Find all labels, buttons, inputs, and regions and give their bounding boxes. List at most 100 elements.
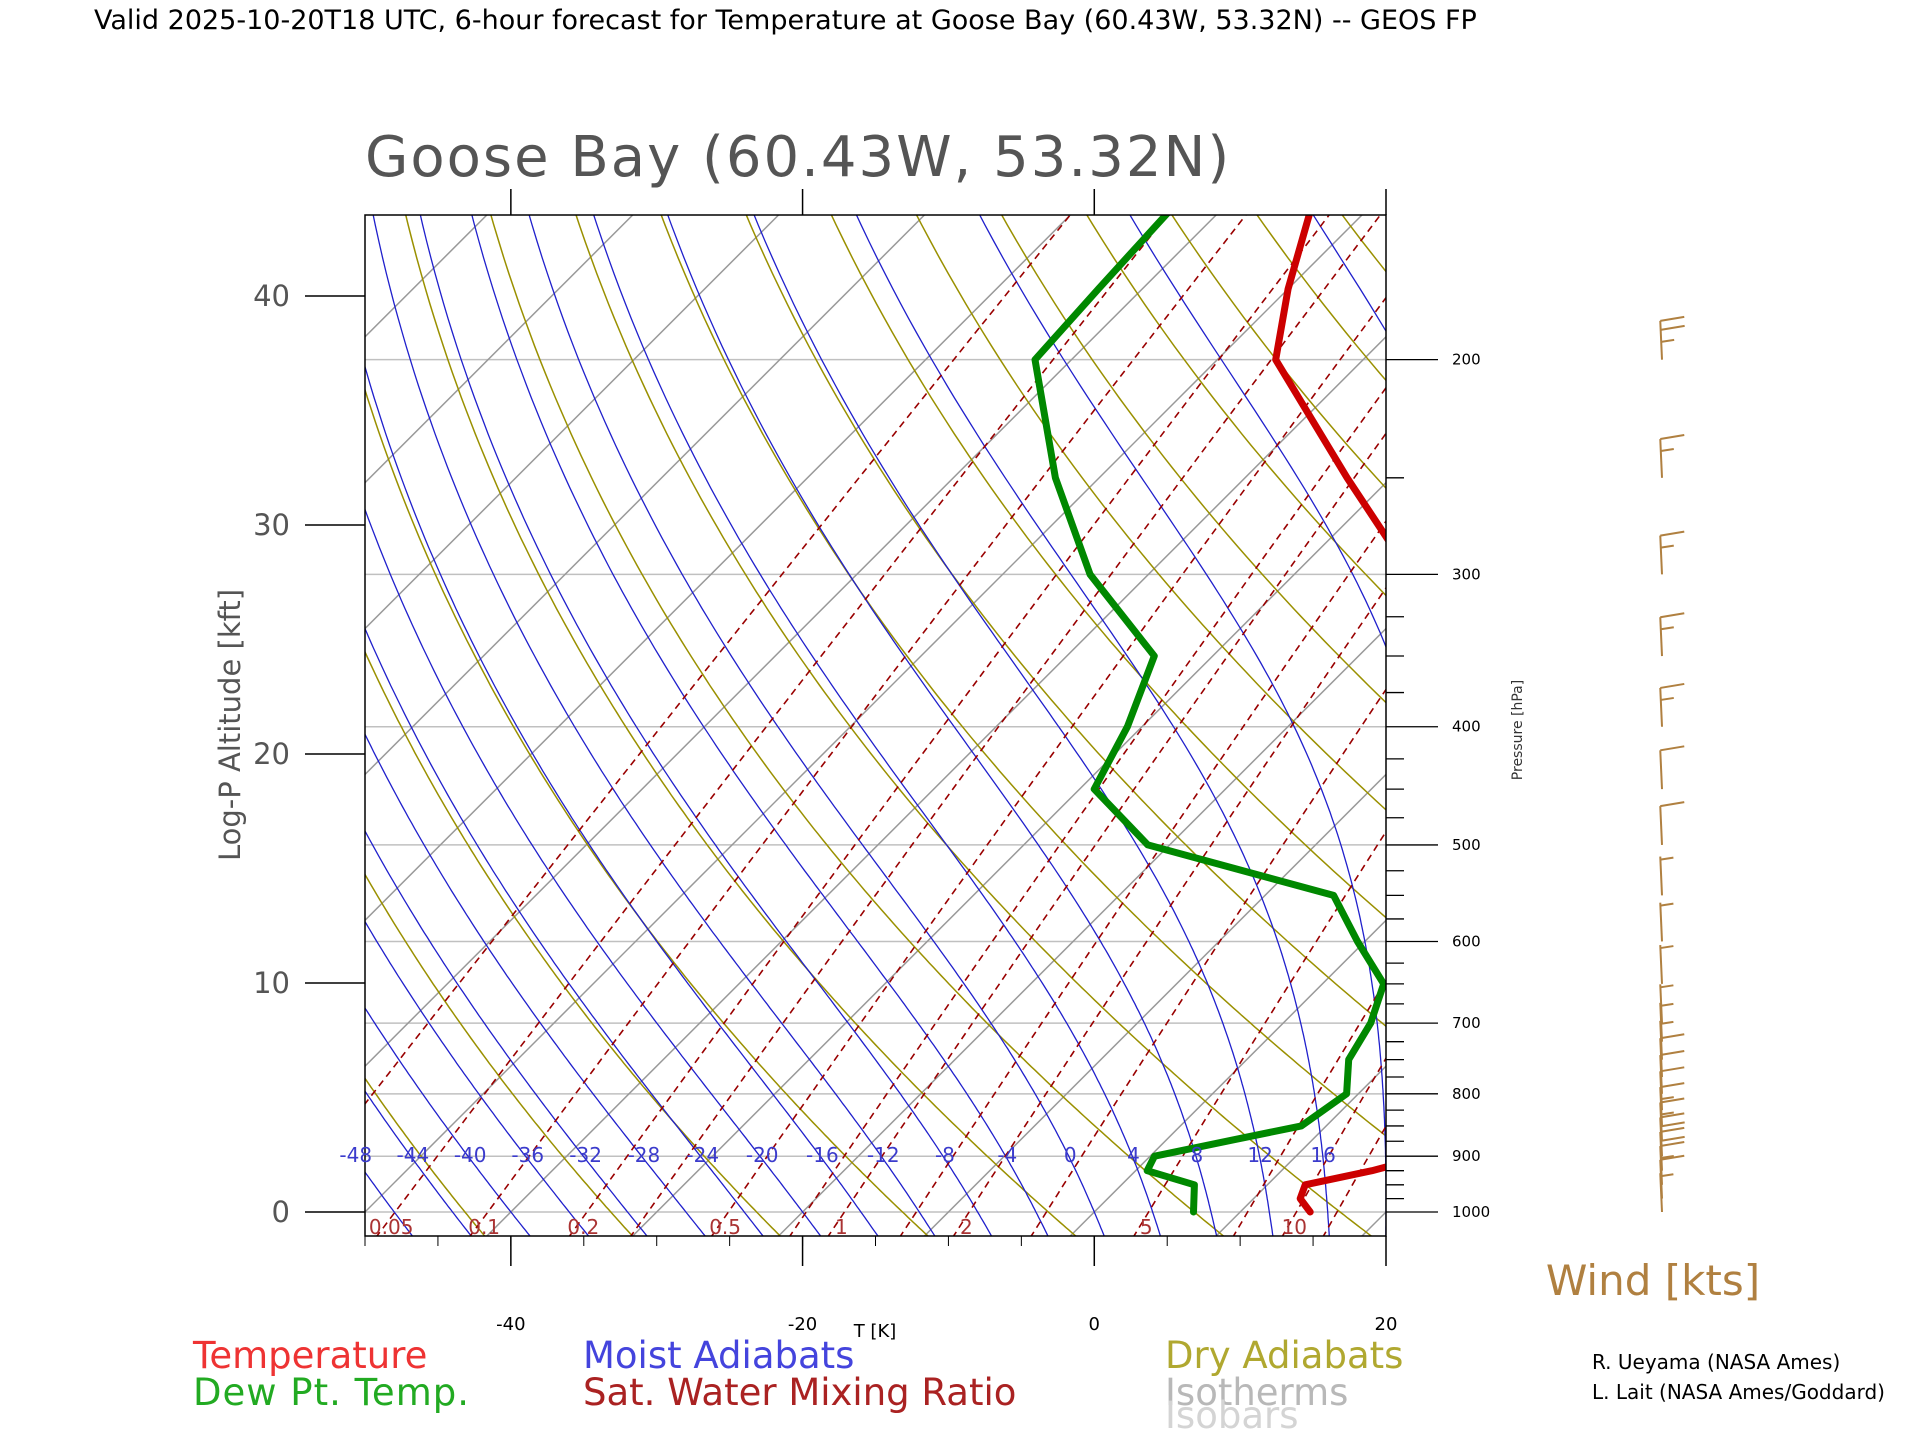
- mixing-ratio-line: [629, 215, 1382, 1236]
- moist-adiabat-line: [1129, 215, 1386, 649]
- x-tick-label: -40: [496, 1314, 525, 1335]
- legend-dry-adiabats: Dry Adiabats: [1165, 1334, 1403, 1377]
- dry-adiabat-line: [365, 650, 782, 1236]
- moist-adiabat-label: 8: [1190, 1143, 1203, 1167]
- mixing-ratio-line: [827, 432, 1386, 1236]
- wind-barbs: [1659, 315, 1685, 1213]
- wind-barb: [1659, 612, 1685, 657]
- dry-adiabat-line: [915, 215, 1386, 811]
- isotherm-line: [365, 215, 1363, 1214]
- moist-adiabat-label: -12: [867, 1143, 900, 1167]
- chart-labels: -40 -20 0 200102030402003004005006007008009…: [253, 279, 1490, 1335]
- dry-adiabat-line: [404, 215, 1077, 1236]
- mixing-ratio-line: [1232, 978, 1386, 1236]
- moist-adiabat-label: -32: [569, 1143, 602, 1167]
- wind-barb: [1659, 1154, 1685, 1199]
- mixing-ratio-line: [788, 386, 1386, 1236]
- wind-barb: [1659, 801, 1685, 845]
- mixing-ratio-line: [1389, 171, 1920, 1238]
- wind-barb: [1659, 1097, 1685, 1142]
- moist-adiabat-line: [365, 364, 879, 1236]
- mixing-ratio-line: [899, 519, 1386, 1236]
- moist-adiabat-line: [365, 507, 822, 1236]
- moist-adiabat-label: -28: [628, 1143, 661, 1167]
- wind-barb: [1659, 1126, 1685, 1171]
- wind-barb: [1659, 745, 1685, 790]
- x-axis-label: T [K]: [853, 1321, 897, 1342]
- mixing-ratio-line: [1030, 688, 1386, 1236]
- y-tick-label: 30: [253, 508, 290, 542]
- header-title: Valid 2025-10-20T18 UTC, 6-hour forecast…: [94, 5, 1477, 36]
- moist-adiabat-label: 16: [1310, 1143, 1335, 1167]
- mixing-ratio-line: [952, 586, 1386, 1236]
- y-tick-label: 20: [253, 737, 290, 771]
- pressure-tick-label: 200: [1452, 351, 1481, 369]
- dry-adiabat-line: [1086, 215, 1386, 597]
- isotherm-line: [1215, 1065, 1386, 1236]
- diagram-grid: [365, 171, 1920, 1238]
- legend-mixing-ratio: Sat. Water Mixing Ratio: [583, 1371, 1016, 1414]
- dry-adiabat-line: [365, 873, 634, 1236]
- moist-adiabat-label: -16: [806, 1143, 839, 1167]
- mixing-ratio-line: [1133, 830, 1386, 1236]
- pressure-tick-label: 400: [1452, 718, 1481, 736]
- isotherm-line: [1361, 1210, 1386, 1236]
- moist-adiabat-line: [365, 1006, 531, 1236]
- legend-isotherms: Isotherms: [1165, 1371, 1348, 1414]
- dry-adiabat-line: [1726, 171, 1920, 1238]
- moist-adiabat-label: 4: [1127, 1143, 1140, 1167]
- moist-adiabat-line: [753, 215, 1274, 1236]
- x-tick-label: 20: [1375, 1314, 1398, 1335]
- mixing-ratio-label: 5: [1140, 1215, 1153, 1239]
- mixing-ratio-label: 1: [835, 1215, 848, 1239]
- wind-barb: [1659, 902, 1674, 942]
- isotherm-line: [923, 773, 1386, 1236]
- mixing-ratio-line: [1322, 1124, 1386, 1236]
- wind-barb: [1659, 1141, 1685, 1185]
- temperature-profile: [1272, 215, 1386, 1216]
- pressure-tick-label: 1000: [1452, 1203, 1490, 1221]
- legend-temperature: Temperature: [192, 1334, 427, 1377]
- legend-isobars: Isobars: [1165, 1394, 1298, 1437]
- dry-adiabat-line: [365, 1077, 486, 1236]
- isotherm-line: [486, 335, 1386, 1236]
- wind-barb: [1659, 1066, 1685, 1111]
- moist-adiabat-line: [1614, 171, 1752, 1238]
- dry-adiabat-line: [1256, 215, 1386, 382]
- moist-adiabat-line: [528, 215, 1105, 1236]
- isotherm-line: [632, 481, 1386, 1236]
- isotherm-line: [1508, 215, 1920, 1236]
- isotherm-line: [1654, 215, 1920, 1236]
- moist-adiabat-line: [365, 732, 706, 1236]
- wind-barb: [1659, 856, 1674, 896]
- legend-dewpoint: Dew Pt. Temp.: [193, 1371, 470, 1414]
- dry-adiabat-line: [745, 215, 1386, 1028]
- pressure-tick-label: 700: [1452, 1014, 1481, 1032]
- wind-barb: [1659, 315, 1685, 360]
- plot-frame: [364, 214, 1387, 1237]
- mixing-ratio-label: 10: [1282, 1215, 1307, 1239]
- moist-adiabat-label: -40: [454, 1143, 487, 1167]
- dry-adiabat-line: [830, 215, 1386, 919]
- dry-adiabat-line: [1393, 171, 1920, 1238]
- wind-barb: [1659, 682, 1685, 727]
- wind-label: Wind [kts]: [1546, 1256, 1760, 1305]
- moist-adiabat-line: [471, 215, 1049, 1236]
- wind-barb: [1659, 984, 1674, 1024]
- moist-adiabat-label: -24: [686, 1143, 719, 1167]
- dry-adiabat-line: [1171, 215, 1386, 490]
- mixing-ratio-label: 2: [960, 1215, 973, 1239]
- wind-barb: [1659, 530, 1685, 575]
- isotherm-line: [365, 215, 925, 776]
- y-axis-label: Log-P Altitude [kft]: [213, 589, 247, 861]
- dewpoint-profile: [1031, 215, 1386, 1216]
- moist-adiabat-label: -36: [511, 1143, 544, 1167]
- pressure-tick-label: 600: [1452, 932, 1481, 950]
- dry-adiabat-line: [1892, 171, 1920, 1238]
- moist-adiabat-line: [365, 1090, 473, 1236]
- moist-adiabat-label: 0: [1064, 1143, 1077, 1167]
- y-tick-label: 10: [253, 966, 290, 1000]
- moist-adiabat-label: 12: [1247, 1143, 1272, 1167]
- dry-adiabat-line: [1560, 171, 1920, 1238]
- wind-barb: [1659, 1082, 1685, 1126]
